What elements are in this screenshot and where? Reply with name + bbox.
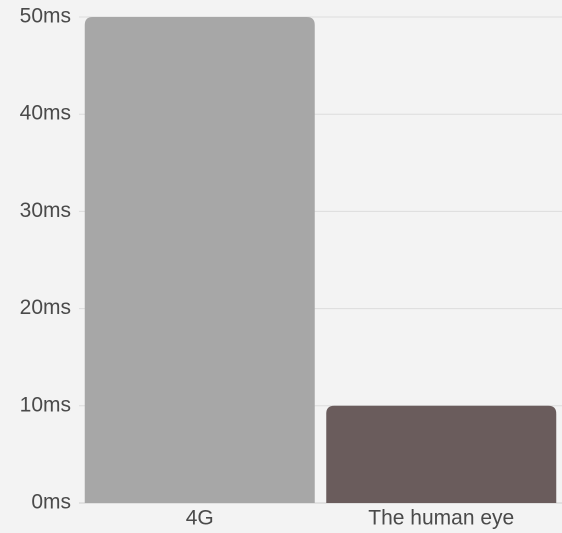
x-tick-label: The human eye [368,507,514,530]
bar-the-human-eye [326,405,557,503]
y-tick-label: 50ms [20,5,71,28]
y-tick-label: 20ms [20,296,71,319]
y-tick-label: 10ms [20,393,71,416]
y-tick-label: 30ms [20,199,71,222]
y-tick-label: 40ms [20,102,71,125]
x-tick-label: 4G [186,507,214,530]
bar-4g [84,17,315,503]
bars [84,17,557,503]
y-tick-label: 0ms [31,491,71,514]
y-axis-ticks: 0ms 10ms 20ms 30ms 40ms 50ms [20,5,71,514]
x-axis-ticks: 4G The human eye [186,507,514,530]
